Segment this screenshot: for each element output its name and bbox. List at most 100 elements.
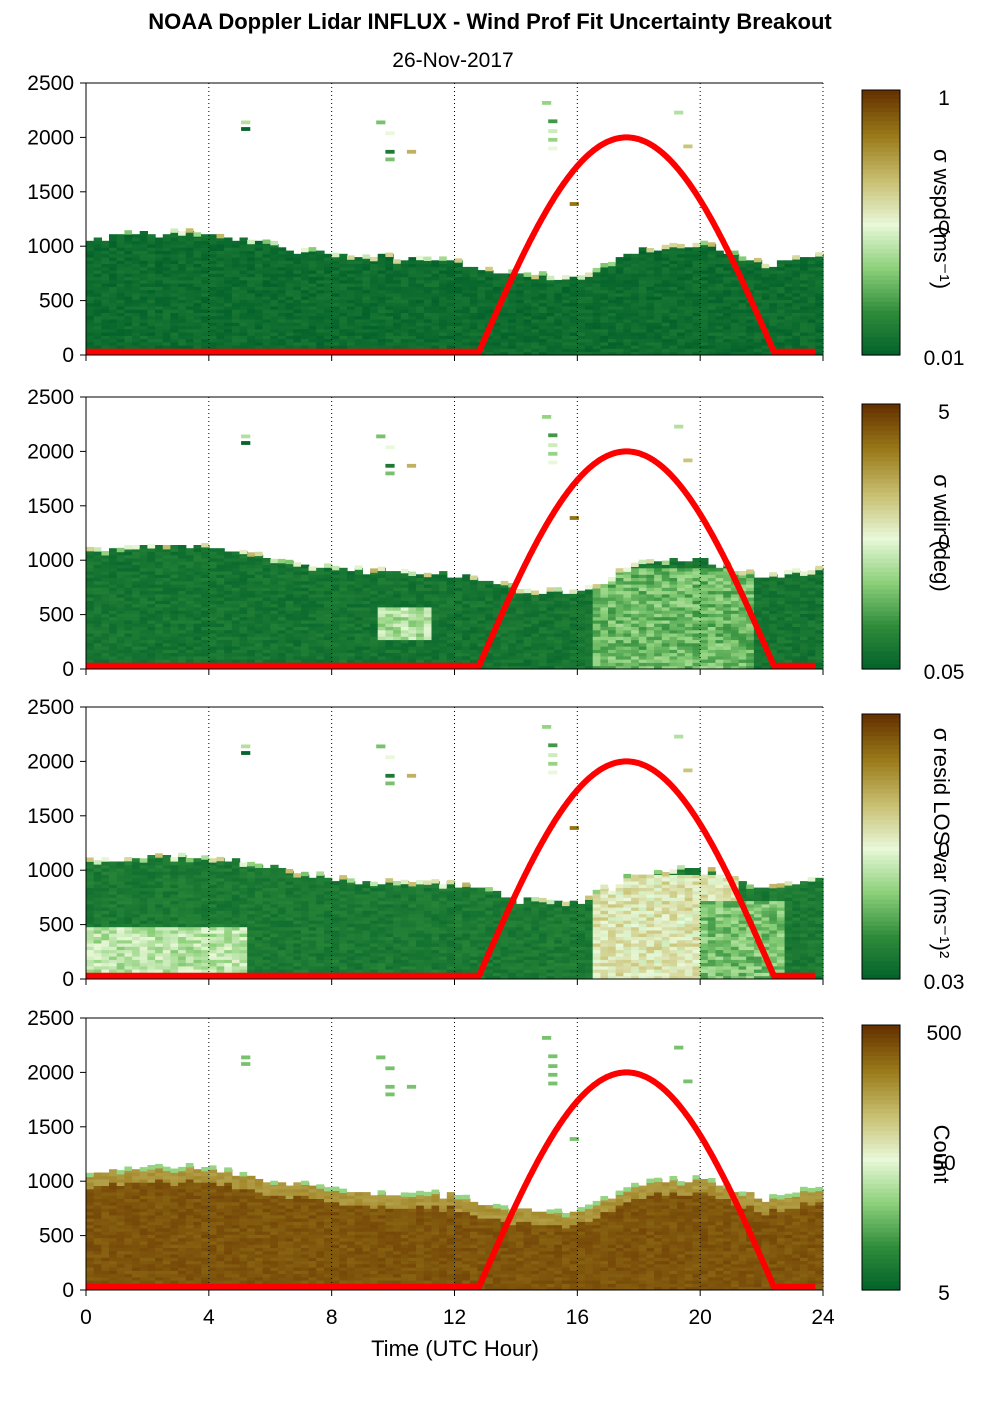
heatmap-cell	[508, 662, 517, 667]
heatmap-cell	[124, 263, 133, 268]
heatmap-cell	[262, 597, 271, 601]
heatmap-cell	[301, 263, 310, 268]
heatmap-cell	[677, 243, 685, 249]
heatmap-cell	[324, 633, 333, 637]
heatmap-cell	[132, 561, 141, 565]
heatmap-cell	[638, 341, 648, 346]
heatmap-cell	[807, 263, 816, 268]
heatmap-cell	[162, 338, 172, 343]
heatmap-cell	[538, 325, 548, 330]
heatmap-cell	[162, 244, 172, 248]
heatmap-cell	[193, 293, 202, 297]
heatmap-cell	[393, 600, 402, 605]
heatmap-cell	[331, 587, 340, 592]
heatmap-cell	[308, 263, 317, 268]
heatmap-cell	[162, 328, 172, 333]
heatmap-cell	[178, 289, 187, 294]
heatmap-cell	[377, 620, 386, 624]
heatmap-cell	[231, 626, 241, 631]
heatmap-cell	[715, 289, 724, 294]
heatmap-cell	[178, 571, 187, 575]
heatmap-cell	[178, 266, 187, 271]
heatmap-cell	[162, 270, 172, 274]
heatmap-cell	[354, 306, 363, 310]
heatmap-cell	[400, 279, 410, 284]
heatmap-cell	[485, 613, 494, 618]
colorbar-step	[862, 209, 900, 215]
heatmap-cell	[684, 325, 694, 330]
heatmap-cell	[86, 649, 95, 654]
heatmap-cell	[293, 652, 302, 657]
heatmap-cell	[385, 279, 394, 284]
heatmap-cell	[270, 309, 279, 313]
heatmap-cell	[301, 306, 310, 310]
heatmap-cell	[469, 341, 479, 346]
heatmap-cell	[224, 587, 233, 592]
heatmap-cell	[623, 335, 632, 340]
heatmap-cell	[423, 312, 433, 317]
heatmap-cell	[86, 613, 95, 618]
heatmap-cell	[761, 319, 770, 323]
heatmap-cell	[147, 302, 156, 307]
heatmap-cell	[201, 633, 210, 637]
heatmap-cell	[86, 250, 95, 255]
heatmap-cell	[162, 629, 172, 634]
heatmap-cell	[469, 597, 479, 601]
heatmap-cell	[477, 587, 486, 592]
heatmap-cell	[185, 276, 195, 281]
heatmap-cell	[615, 338, 624, 343]
heatmap-cell	[700, 260, 709, 264]
heatmap-cell	[723, 293, 732, 297]
heatmap-cell	[262, 296, 271, 300]
heatmap-cell	[776, 341, 786, 346]
heatmap-cell	[646, 289, 655, 294]
heatmap-cell	[231, 341, 241, 346]
heatmap-cell	[86, 639, 95, 644]
heatmap-cell	[239, 276, 248, 281]
heatmap-cell	[531, 345, 540, 349]
heatmap-cell	[262, 580, 271, 585]
heatmap-cell	[116, 587, 125, 592]
heatmap-cell	[170, 279, 179, 284]
heatmap-cell	[669, 322, 678, 327]
heatmap-cell	[247, 642, 256, 647]
heatmap-cell	[262, 312, 271, 317]
heatmap-cell	[423, 655, 433, 660]
heatmap-cell	[147, 237, 156, 242]
heatmap-cell	[247, 613, 256, 618]
heatmap-cell	[738, 256, 747, 261]
heatmap-cell	[254, 299, 264, 304]
heatmap-cell	[669, 289, 678, 294]
heatmap-cell	[132, 309, 141, 313]
heatmap-cell	[408, 322, 417, 327]
heatmap-cell	[646, 319, 655, 323]
heatmap-cell	[761, 312, 770, 317]
heatmap-cell	[86, 257, 95, 261]
heatmap-cell	[730, 341, 740, 346]
heatmap-cell	[147, 571, 156, 575]
heatmap-cell	[792, 276, 801, 281]
heatmap-cell	[469, 639, 479, 644]
heatmap-cell	[224, 260, 233, 264]
heatmap-cell	[193, 263, 202, 268]
heatmap-cell	[185, 620, 195, 624]
heatmap-cell	[423, 610, 433, 614]
heatmap-cell	[370, 610, 379, 614]
heatmap-cell	[454, 322, 463, 327]
heatmap-cell	[700, 286, 709, 291]
heatmap-cell	[185, 574, 195, 578]
heatmap-cell	[216, 260, 225, 264]
heatmap-cell	[116, 639, 125, 644]
heatmap-cell	[124, 237, 133, 242]
heatmap-cell	[185, 626, 195, 631]
heatmap-cell	[331, 293, 340, 297]
heatmap-cell	[277, 263, 287, 268]
heatmap-cell	[139, 257, 148, 261]
heatmap-cell	[216, 283, 225, 287]
heatmap-cell	[354, 283, 363, 287]
heatmap-cell	[324, 646, 333, 650]
heatmap-cell	[124, 279, 133, 284]
heatmap-cell	[546, 293, 555, 297]
heatmap-cell	[178, 620, 187, 624]
heatmap-cell	[201, 253, 210, 258]
